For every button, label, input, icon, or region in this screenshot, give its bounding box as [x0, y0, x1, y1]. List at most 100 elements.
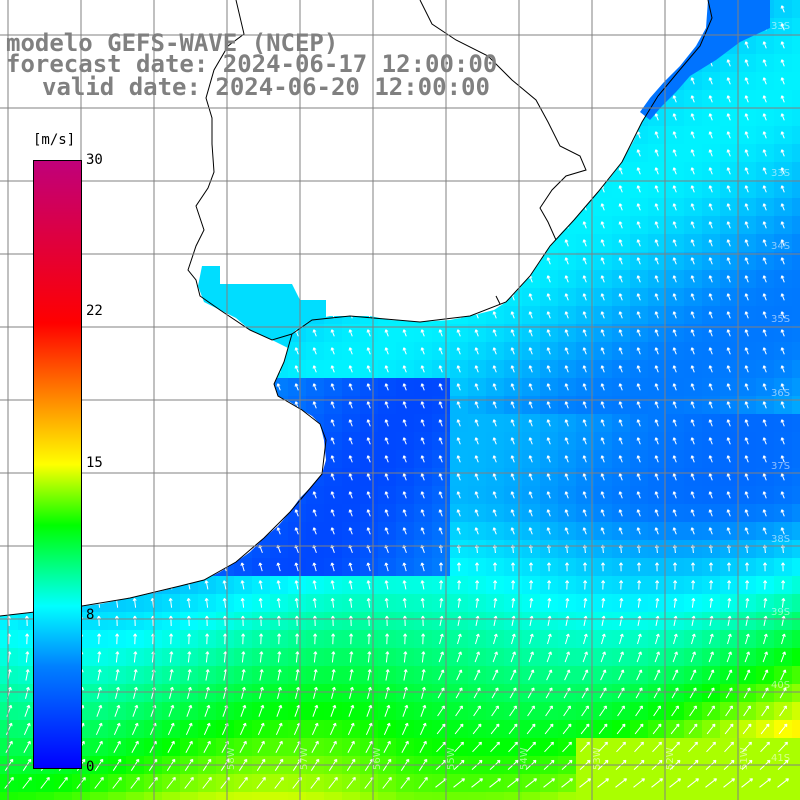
wind-arrow — [780, 527, 785, 535]
wind-arrow — [654, 131, 659, 139]
wind-arrow — [259, 633, 264, 645]
wind-arrow — [511, 580, 516, 590]
wind-arrow — [726, 509, 731, 517]
wind-arrow — [744, 473, 749, 481]
wind-arrow — [582, 257, 587, 265]
wind-arrow — [492, 562, 498, 572]
lat-label: 41S — [771, 753, 791, 764]
wind-arrow — [420, 329, 425, 337]
wind-arrow — [348, 580, 353, 590]
wind-arrow — [762, 275, 767, 283]
wind-arrow — [385, 633, 390, 645]
wind-arrow — [402, 527, 407, 535]
wind-arrow — [366, 704, 373, 717]
wind-speed-cell — [522, 792, 540, 800]
wind-arrow — [670, 723, 680, 735]
wind-arrow — [169, 633, 174, 645]
wind-arrow — [239, 722, 247, 736]
wind-arrow — [474, 455, 479, 463]
wind-arrow — [329, 722, 337, 736]
wind-arrow — [636, 365, 641, 373]
wind-arrow — [690, 203, 695, 211]
wind-arrow — [582, 347, 587, 355]
wind-arrow — [779, 687, 787, 699]
wind-arrow — [131, 722, 139, 736]
wind-arrow — [780, 401, 785, 409]
wind-arrow — [511, 615, 516, 626]
wind-arrow — [778, 741, 788, 753]
wind-arrow — [97, 686, 102, 699]
wind-arrow — [438, 401, 443, 409]
coastline — [0, 0, 713, 617]
wind-arrow — [403, 669, 408, 681]
wind-arrow — [745, 633, 750, 645]
wind-arrow — [726, 185, 731, 193]
wind-arrow — [762, 669, 769, 681]
wind-arrow — [564, 527, 569, 535]
wind-arrow — [222, 580, 227, 590]
wind-arrow — [582, 437, 587, 445]
wind-arrow — [654, 419, 659, 427]
wind-speed-cell — [792, 144, 800, 162]
wind-arrow — [600, 239, 605, 247]
wind-arrow — [472, 741, 482, 753]
wind-arrow — [438, 437, 443, 445]
wind-arrow — [312, 347, 317, 355]
wind-arrow — [582, 275, 587, 283]
wind-arrow — [367, 651, 372, 663]
wind-arrow — [780, 509, 785, 517]
wind-arrow — [708, 113, 713, 121]
wind-arrow — [727, 633, 732, 645]
wind-arrow — [259, 669, 264, 681]
wind-arrow — [421, 669, 426, 681]
wind-arrow — [619, 615, 624, 626]
wind-arrow — [510, 311, 515, 319]
lon-label: 54W — [519, 747, 530, 770]
wind-arrow — [636, 311, 641, 319]
wind-arrow — [618, 203, 623, 211]
wind-arrow — [762, 149, 767, 157]
wind-arrow — [258, 615, 263, 627]
wind-arrow — [402, 491, 407, 499]
wind-arrow — [600, 455, 605, 463]
wind-arrow — [708, 311, 713, 319]
wind-arrow — [636, 437, 641, 445]
wind-arrow — [385, 669, 390, 681]
wind-arrow — [742, 741, 752, 753]
wind-arrow — [366, 527, 371, 535]
wind-arrow — [294, 615, 299, 627]
wind-arrow — [402, 347, 407, 355]
wind-arrow — [762, 41, 767, 49]
wind-arrow — [762, 419, 767, 427]
wind-arrow — [240, 615, 245, 627]
wind-arrow — [565, 580, 570, 590]
wind-arrow — [709, 580, 714, 590]
wind-arrow — [618, 527, 623, 535]
wind-arrow — [636, 221, 641, 229]
wind-arrow — [367, 686, 372, 699]
wind-arrow — [780, 311, 785, 319]
wind-arrow — [762, 437, 767, 445]
lat-label: 34S — [771, 241, 791, 252]
wind-arrow — [780, 437, 785, 445]
wind-arrow — [528, 347, 533, 355]
wind-arrow — [402, 419, 407, 427]
wind-arrow — [419, 740, 427, 753]
wind-arrow — [331, 669, 336, 681]
wind-arrow — [691, 615, 696, 626]
wind-arrow — [582, 473, 587, 481]
wind-arrow — [780, 365, 785, 373]
wind-arrow — [330, 365, 335, 373]
wind-arrow — [545, 705, 553, 717]
wind-arrow — [546, 437, 551, 445]
wind-arrow — [510, 473, 515, 481]
wind-arrow — [475, 633, 480, 645]
wind-arrow — [313, 686, 318, 699]
wind-arrow — [762, 131, 767, 139]
wind-arrow — [762, 77, 767, 85]
wind-arrow — [600, 473, 605, 481]
wind-arrow — [780, 651, 786, 663]
wind-arrow — [510, 651, 516, 663]
wind-arrow — [420, 580, 425, 590]
wind-arrow — [203, 740, 211, 753]
